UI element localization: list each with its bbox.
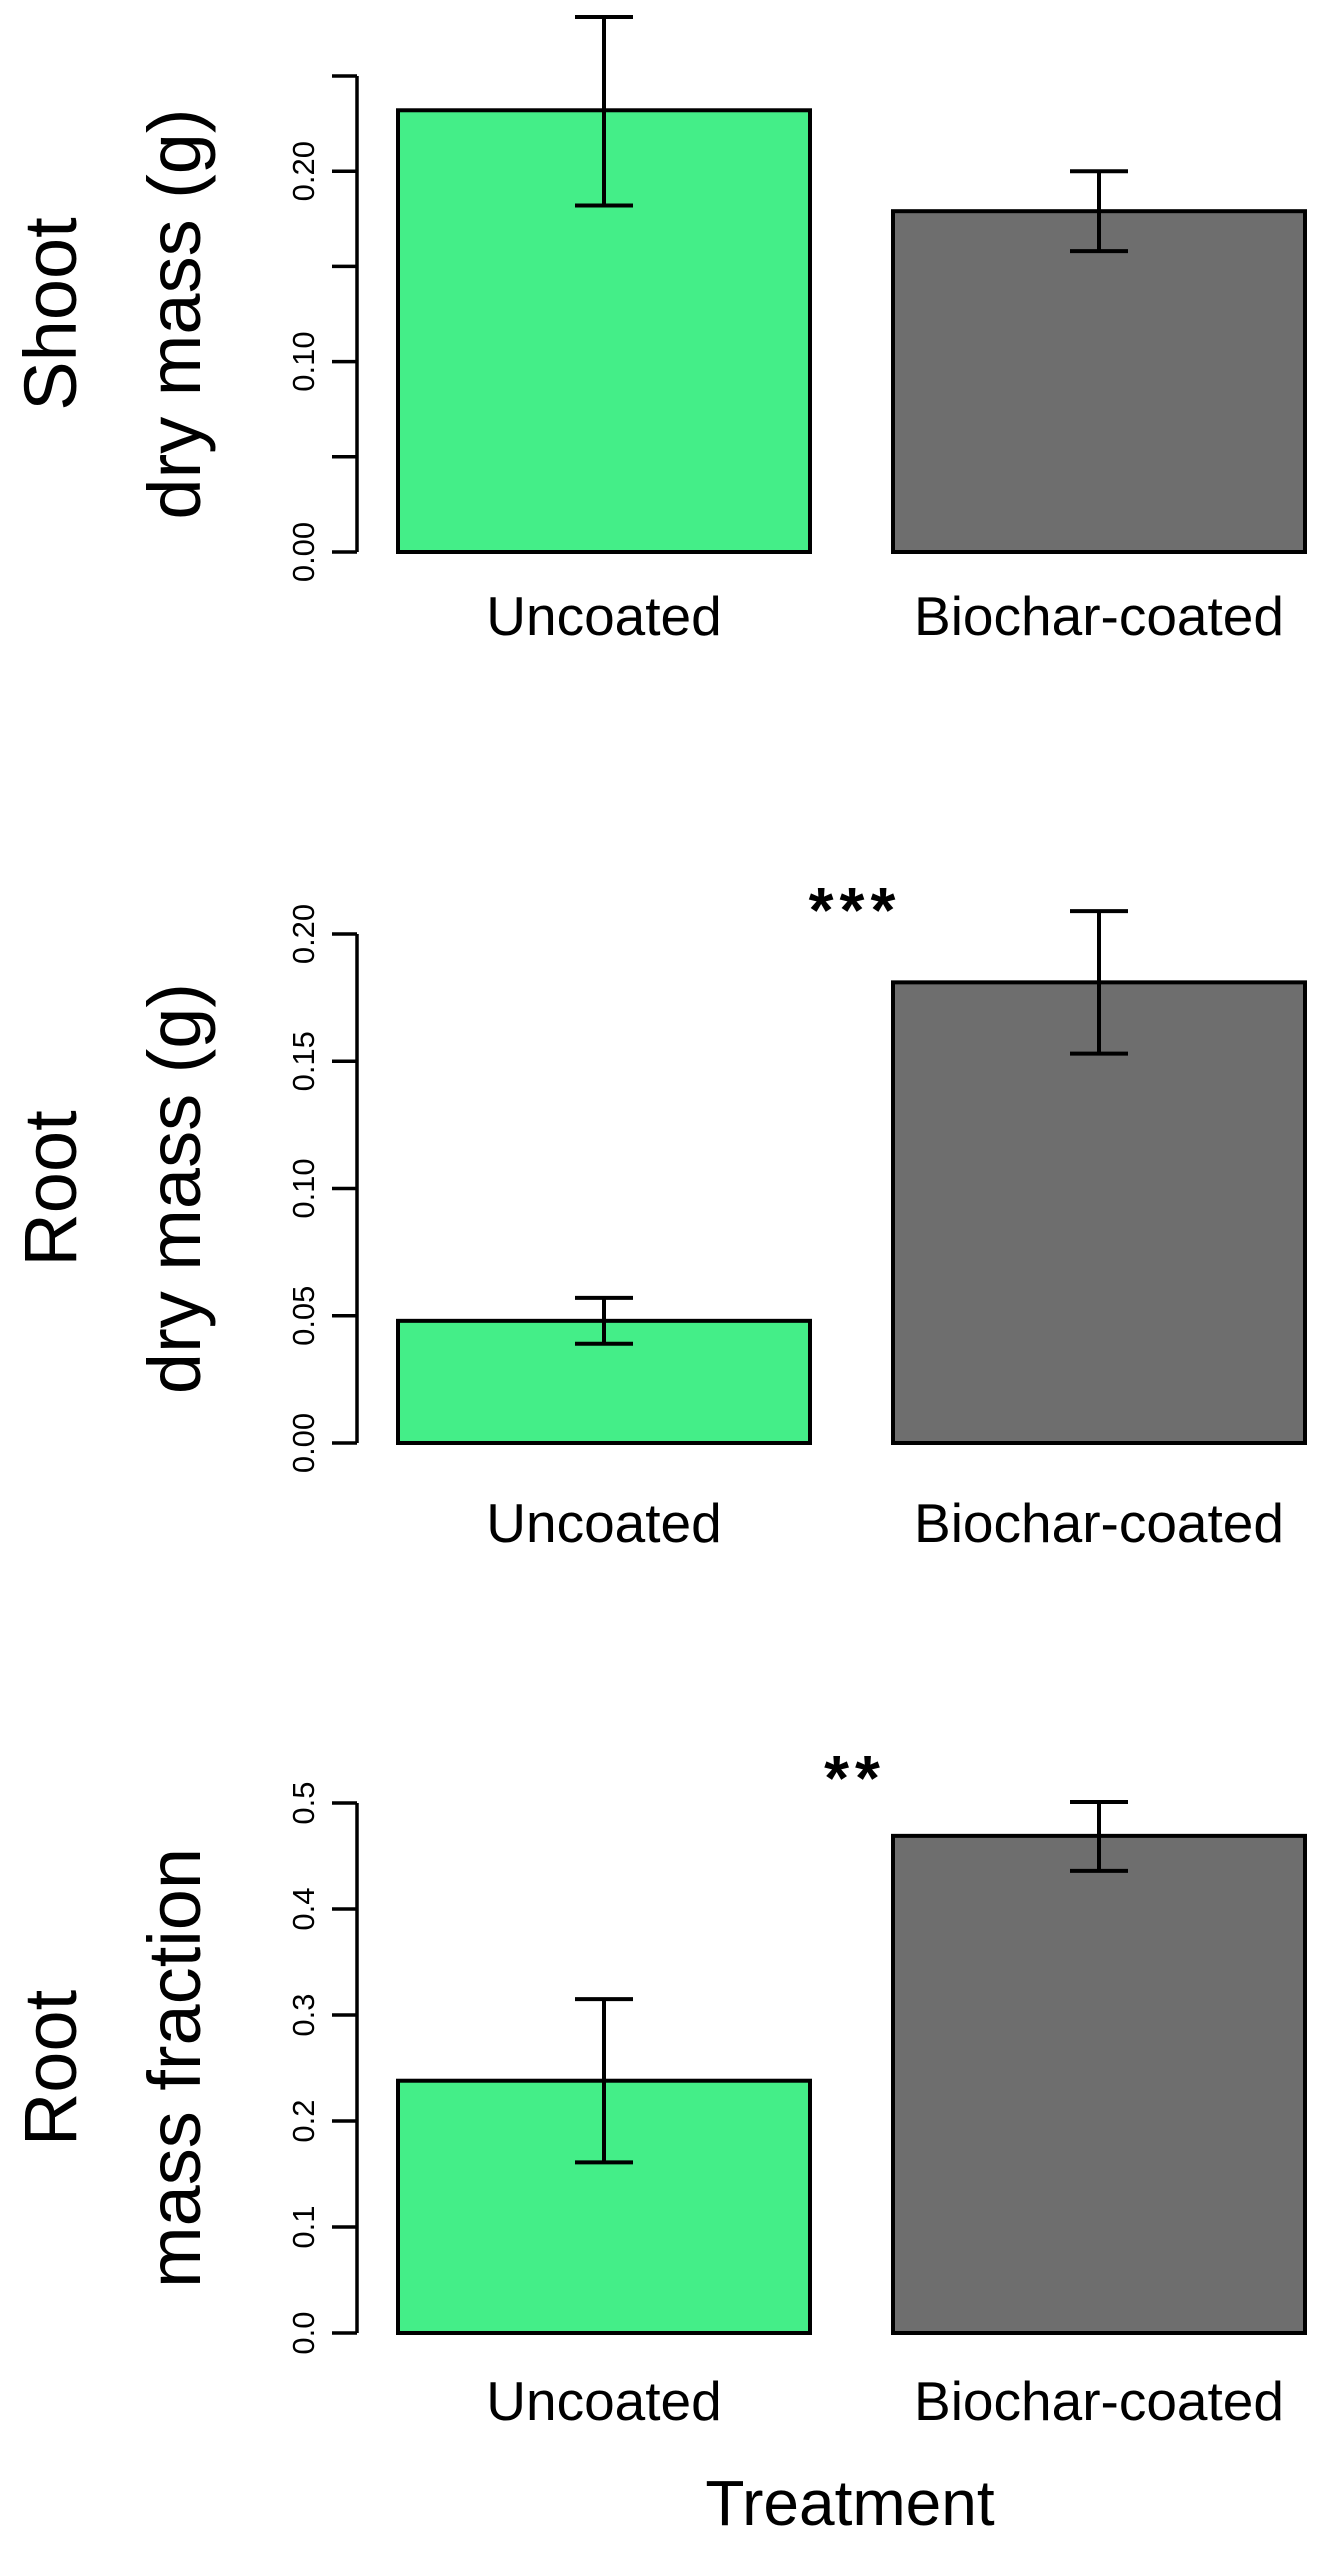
- y-axis: [332, 932, 359, 1445]
- y-tick-label: 0.3: [286, 1993, 321, 2036]
- y-tick-label: 0.00: [286, 1413, 321, 1473]
- bar-biochar-coated: [891, 1833, 1307, 2335]
- bar-uncoated: [396, 1318, 812, 1445]
- category-label: Biochar-coated: [914, 585, 1284, 647]
- y-tick-label: 0.2: [286, 2099, 321, 2142]
- y-axis-title-line: Root: [9, 1110, 92, 1267]
- bar-biochar-coated: [891, 209, 1307, 555]
- y-axis-title-line: dry mass (g): [133, 983, 216, 1394]
- y-tick-label: 0.1: [286, 2205, 321, 2248]
- y-tick-label: 0.10: [286, 1158, 321, 1218]
- error-bar: [1070, 1799, 1128, 1873]
- error-bar: [575, 14, 633, 208]
- y-axis: [332, 74, 359, 554]
- error-bar: [575, 1295, 633, 1346]
- y-axis-title-line: Root: [9, 1989, 92, 2146]
- y-tick-label: 0.00: [286, 522, 321, 582]
- y-axis-title-line: Shoot: [9, 217, 92, 411]
- chart-panel-2: 0.00 0.05 0.10 0.15 0.20 Uncoated Biochar-coat…: [9, 874, 1307, 1554]
- category-label: Uncoated: [486, 2370, 721, 2432]
- error-bar: [575, 1997, 633, 2165]
- y-tick-label: 0.05: [286, 1286, 321, 1346]
- category-label: Biochar-coated: [914, 1492, 1284, 1554]
- y-tick-label: 0.5: [286, 1781, 321, 1824]
- category-label: Uncoated: [486, 585, 721, 647]
- chart-panel-3: 0.0 0.1 0.2 0.3 0.4 0.5 Uncoated Biochar-coated…: [9, 1742, 1307, 2432]
- y-axis-title-line: mass fraction: [133, 1848, 216, 2288]
- y-axis-title-line: dry mass (g): [133, 108, 216, 519]
- category-label: Uncoated: [486, 1492, 721, 1554]
- category-label: Biochar-coated: [914, 2370, 1284, 2432]
- y-tick-label: 0.20: [286, 141, 321, 201]
- y-tick-label: 0.4: [286, 1887, 321, 1930]
- y-tick-label: 0.0: [286, 2311, 321, 2354]
- y-axis: [332, 1801, 359, 2335]
- chart-panel-1: 0.00 0.10 0.20 Uncoated Biochar-coated Shoot d…: [9, 14, 1307, 647]
- error-bar: [1070, 169, 1128, 254]
- y-tick-label: 0.10: [286, 331, 321, 391]
- bar-biochar-coated: [891, 980, 1307, 1445]
- significance-marker: **: [824, 1742, 886, 1814]
- x-axis-title: Treatment: [705, 2467, 995, 2539]
- y-tick-label: 0.20: [286, 904, 321, 964]
- significance-marker: ***: [809, 874, 902, 946]
- error-bar: [1070, 909, 1128, 1056]
- y-tick-label: 0.15: [286, 1031, 321, 1091]
